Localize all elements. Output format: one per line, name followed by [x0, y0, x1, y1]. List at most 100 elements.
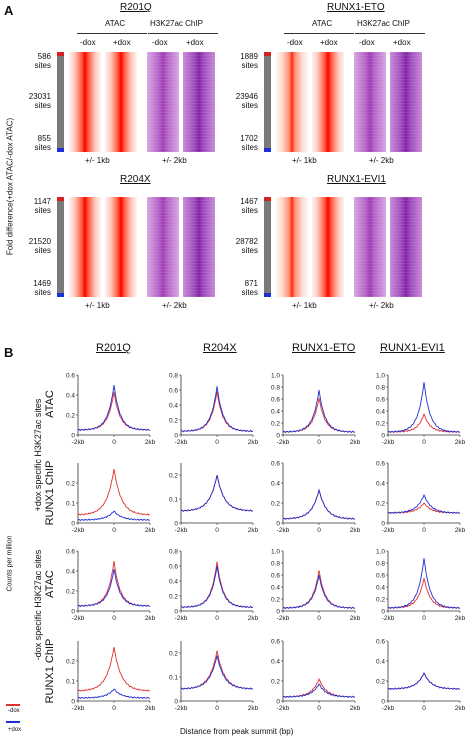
minus-dox-line [180, 391, 254, 433]
plus-dox-line [387, 382, 461, 433]
y-tick-label: 0.2 [271, 679, 280, 686]
x-tick-label: 2kb [248, 439, 259, 446]
atac-minus-dox-heatmap [276, 197, 308, 297]
y-tick-label: 0.4 [376, 409, 385, 416]
atac-minus-dox-heatmap [276, 52, 308, 152]
atac-minus-dox-label: -dox [80, 38, 96, 47]
middle-sites-label: 28782 sites [235, 237, 258, 255]
sidebar-middle-segment [264, 56, 271, 148]
sidebar-middle-segment [57, 201, 64, 293]
sidebar-top-segment [57, 197, 64, 201]
plus-dox-line [387, 672, 461, 690]
minus-dox-line [387, 672, 461, 690]
y-tick-label: 0.8 [271, 385, 280, 392]
y-tick-label: 0.8 [271, 561, 280, 568]
bottom-sites-label: 1702 sites [240, 134, 258, 152]
col-title-runx1-evi1: RUNX1-EVI1 [380, 342, 445, 354]
x-tick-label: 0 [317, 527, 321, 534]
y-tick-label: 0.4 [376, 659, 385, 666]
x-tick-label: -2kb [72, 705, 85, 712]
chip-minus-dox-label: -dox [152, 38, 168, 47]
distance-axis-label: Distance from peak summit (bp) [180, 727, 294, 736]
y-tick-label: 0 [381, 433, 385, 440]
top-sites-label: 1147 sites [33, 197, 51, 215]
y-tick-label: 0 [71, 609, 75, 616]
minus-dox-line [282, 397, 356, 434]
x-tick-label: 2kb [350, 705, 361, 712]
atac-minus-dox-heatmap [69, 52, 101, 152]
sidebar-top-segment [264, 197, 271, 201]
legend-minus-dox-swatch [6, 704, 20, 706]
atac-header-rule [284, 33, 354, 34]
plus-dox-line [77, 688, 151, 700]
chip-plus-dox-heatmap [390, 52, 422, 152]
y-tick-label: 0 [381, 521, 385, 528]
y-tick-label: 0.8 [169, 549, 178, 556]
plus-dox-line [387, 494, 461, 514]
panel-b-letter: B [4, 345, 14, 360]
y-tick-label: 0.6 [66, 549, 75, 556]
x-tick-label: 2kb [145, 439, 156, 446]
minus-dox-line [387, 412, 461, 434]
x-tick-label: 0 [112, 439, 116, 446]
col-title-runx1-eto: RUNX1-ETO [292, 342, 356, 354]
y-tick-label: 0.4 [376, 481, 385, 488]
x-tick-label: 0 [112, 705, 116, 712]
middle-sites-label: 23946 sites [235, 92, 258, 110]
top-sites-label: 586 sites [34, 52, 51, 70]
y-tick-label: 0.6 [271, 397, 280, 404]
x-tick-label: 2kb [248, 615, 259, 622]
middle-sites-label: 23031 sites [28, 92, 51, 110]
sidebar-bottom-segment [264, 293, 271, 297]
plus-dox-line [387, 558, 461, 609]
y-tick-label: 0.1 [66, 501, 75, 508]
atac-header-rule [77, 33, 147, 34]
x-tick-label: -2kb [175, 615, 188, 622]
group-title: R201Q [120, 2, 152, 13]
x-tick-label: -2kb [72, 439, 85, 446]
y-tick-label: 0.8 [376, 561, 385, 568]
x-tick-label: 2kb [350, 439, 361, 446]
top-sites-label: 1467 sites [240, 197, 258, 215]
y-tick-label: 0.1 [66, 679, 75, 686]
y-tick-label: 0.2 [66, 481, 75, 488]
y-tick-label: 0.4 [271, 409, 280, 416]
x-tick-label: 2kb [145, 527, 156, 534]
y-tick-label: 0.2 [169, 651, 178, 658]
minus-dox-line [282, 678, 356, 698]
top-sites-label: 1889 sites [240, 52, 258, 70]
y-tick-label: 0.4 [66, 569, 75, 576]
sidebar-bottom-segment [57, 293, 64, 297]
y-tick-label: 0 [174, 433, 178, 440]
x-tick-label: 0 [112, 527, 116, 534]
y-tick-label: 0.2 [271, 597, 280, 604]
sidebar-bottom-segment [57, 148, 64, 152]
y-tick-label: 0 [276, 609, 280, 616]
y-tick-label: 0 [174, 699, 178, 706]
y-tick-label: 1.0 [271, 373, 280, 380]
x-tick-label: 0 [215, 615, 219, 622]
chip-minus-dox-heatmap [354, 197, 386, 297]
fold-difference-axis-label: Fold difference(+dox ATAC/-dox ATAC) [5, 117, 15, 256]
plus-dox-line [77, 510, 151, 522]
x-tick-label: 0 [215, 439, 219, 446]
y-tick-label: 1.0 [376, 373, 385, 380]
x-tick-label: 0 [317, 615, 321, 622]
y-tick-label: 1.0 [376, 549, 385, 556]
atac-range-label: +/- 1kb [292, 301, 317, 310]
plus-dox-line [282, 683, 356, 699]
atac-minus-dox-label: -dox [287, 38, 303, 47]
chip-range-label: +/- 2kb [369, 301, 394, 310]
atac-plus-dox-heatmap [105, 52, 137, 152]
x-tick-label: 0 [215, 527, 219, 534]
y-tick-label: 0.8 [169, 373, 178, 380]
minus-dox-line [77, 647, 151, 692]
x-tick-label: 2kb [455, 705, 466, 712]
x-tick-label: 2kb [455, 439, 466, 446]
y-tick-label: 0.6 [376, 461, 385, 468]
y-tick-label: 0.4 [271, 481, 280, 488]
legend-plus-dox-label: +dox [8, 727, 22, 733]
y-tick-label: 0.6 [271, 461, 280, 468]
y-tick-label: 1.0 [271, 549, 280, 556]
y-tick-label: 0.2 [66, 589, 75, 596]
